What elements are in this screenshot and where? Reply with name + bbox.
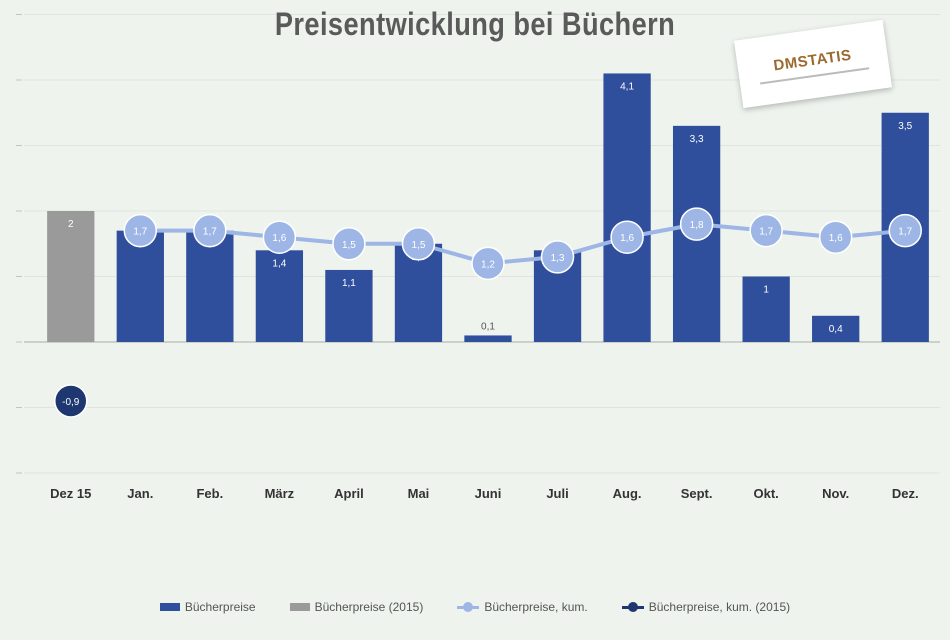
line-point	[401, 227, 436, 261]
bar-data-label: 3,3	[690, 134, 704, 145]
x-tick-label: Mai	[408, 486, 430, 501]
legend-label: Bücherpreise (2015)	[314, 600, 424, 614]
point-data-label: 1,5	[412, 240, 426, 251]
bar	[47, 211, 95, 342]
bar	[603, 73, 651, 342]
line-point	[888, 213, 922, 248]
legend-item-buecherpreise: Bücherpreise	[159, 600, 256, 614]
x-tick-label: Sept.	[681, 486, 713, 501]
x-tick-label: März	[265, 486, 295, 501]
bar	[325, 269, 373, 342]
legend-item-buecherpreise-kum: Bücherpreise, kum.	[457, 600, 588, 614]
line-point	[332, 227, 366, 261]
line-point	[610, 220, 644, 254]
bar-data-label: 1	[763, 285, 769, 296]
bar	[812, 315, 860, 342]
line-point	[540, 240, 575, 274]
legend-swatch-bar-icon	[159, 603, 180, 611]
point-data-label: 1,7	[898, 227, 912, 238]
point-data-label: 1,6	[829, 233, 843, 244]
bar-data-label: 4,1	[620, 81, 634, 92]
x-tick-label: Dez 15	[50, 486, 91, 501]
point-data-label: 1,5	[342, 240, 356, 251]
legend-label: Bücherpreise, kum. (2015)	[648, 600, 791, 614]
point-data-label: 1,3	[551, 253, 565, 264]
legend-swatch-gray-bar-icon	[289, 603, 310, 611]
bar	[255, 250, 304, 342]
bar-data-label: 2	[68, 219, 74, 230]
point-data-label: 1,7	[133, 227, 147, 238]
chart-title: Preisentwicklung bei Büchern	[274, 6, 676, 42]
x-tick-label: Aug.	[613, 486, 642, 501]
bar-data-label: 0,4	[829, 324, 843, 335]
legend-label: Bücherpreise, kum.	[484, 600, 588, 614]
x-tick-label: Feb.	[196, 486, 223, 501]
legend-label: Bücherpreise	[184, 600, 256, 614]
line-point	[749, 213, 783, 248]
point-data-label: 1,6	[272, 233, 286, 244]
legend-item-buecherpreise-2015: Bücherpreise (2015)	[289, 600, 424, 614]
x-tick-label: Okt.	[754, 486, 779, 501]
line-point	[193, 213, 227, 248]
point-data-label: 1,7	[203, 227, 217, 238]
point-data-label: 1,2	[481, 259, 495, 270]
bar-data-label: 0,1	[481, 321, 495, 332]
x-tick-label: Juli	[546, 486, 568, 501]
legend-item-buecherpreise-kum-2015: Bücherpreise, kum. (2015)	[621, 600, 791, 614]
point-data-label: 1,6	[620, 233, 634, 244]
x-tick-label: Juni	[475, 486, 502, 501]
x-tick-label: April	[334, 486, 364, 501]
legend-swatch-light-line-icon	[457, 600, 480, 614]
point-data-label: 1,8	[690, 220, 704, 231]
bar	[464, 335, 512, 342]
bar-data-label: 1,1	[342, 278, 356, 289]
series-line	[140, 222, 906, 266]
line-point	[262, 220, 297, 254]
legend-swatch-dark-line-icon	[621, 600, 644, 614]
chart-legend: Bücherpreise Bücherpreise (2015) Bücherp…	[0, 600, 950, 614]
line-point	[54, 384, 88, 418]
point-data-label: 1,7	[759, 227, 773, 238]
bar	[116, 230, 164, 342]
bar	[186, 230, 234, 342]
bar-data-label: 3,5	[898, 121, 912, 132]
x-tick-label: Nov.	[822, 486, 849, 501]
line-point	[471, 246, 505, 281]
x-tick-label: Jan.	[127, 486, 153, 501]
line-point	[123, 213, 158, 248]
point-data-label: -0,9	[62, 397, 80, 408]
bar-data-label: 1,4	[272, 258, 286, 269]
bar	[742, 276, 790, 342]
line-point	[679, 207, 714, 241]
line-point	[818, 220, 853, 254]
x-tick-label: Dez.	[892, 486, 919, 501]
